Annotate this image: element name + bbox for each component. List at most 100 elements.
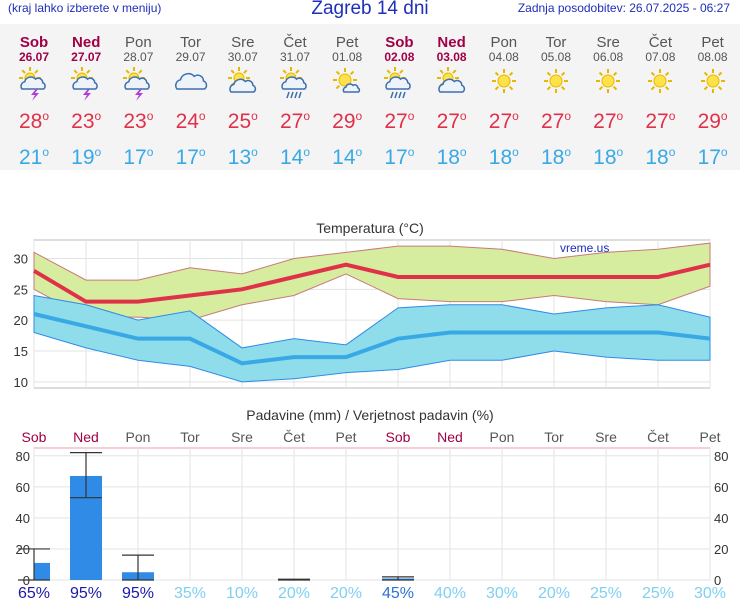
rain-drop xyxy=(286,91,290,99)
day-date: 03.08 xyxy=(436,50,467,64)
cloud-icon xyxy=(174,72,207,90)
cloud-shape xyxy=(437,78,465,93)
rain-drop xyxy=(394,91,399,99)
day-name: Sre xyxy=(596,34,620,51)
sun-ray xyxy=(399,69,404,74)
min-temp: 18o xyxy=(593,145,624,169)
precip-probability: 45% xyxy=(382,585,414,600)
day-axis-label: Sob xyxy=(386,429,411,445)
max-temp: 25o xyxy=(227,109,258,133)
day-date: 28.07 xyxy=(123,50,154,64)
y-tick-label: 25 xyxy=(14,282,28,297)
day-forecast: Sre 06.08 27o 18o xyxy=(582,24,634,170)
y-tick-label-left: 80 xyxy=(16,449,30,464)
sun-ray xyxy=(546,71,552,77)
day-name: Tor xyxy=(545,34,567,51)
sun-cloud-storm-icon xyxy=(71,67,99,101)
sun-ray xyxy=(560,85,566,91)
day-name: Pon xyxy=(125,34,152,51)
sun-ray xyxy=(717,85,722,91)
day-date: 26.07 xyxy=(18,50,50,64)
max-temp: 27o xyxy=(593,109,624,133)
sun-disc xyxy=(601,74,615,88)
cloud-shape xyxy=(72,76,99,90)
sun-ray xyxy=(508,71,513,77)
sun-ray xyxy=(665,71,670,77)
sun-ray xyxy=(703,85,708,91)
min-temp: 17o xyxy=(175,145,206,169)
min-temp: 18o xyxy=(540,145,572,169)
min-temp: 14o xyxy=(332,145,363,169)
sun-cloud-storm-icon xyxy=(19,67,46,101)
day-date: 31.07 xyxy=(279,50,311,64)
top-bar: (kraj lahko izberete v meniju) Zagreb 14… xyxy=(0,0,740,22)
max-temp: 27o xyxy=(540,109,572,133)
min-temp: 18o xyxy=(645,145,676,169)
sun-cloud-rain-icon xyxy=(384,67,412,99)
sun-ray xyxy=(73,69,78,74)
y-tick-label: 15 xyxy=(14,344,28,359)
rain-drop xyxy=(390,91,395,99)
sun-ray xyxy=(386,69,392,74)
min-temp: 19o xyxy=(71,145,102,169)
day-name: Sob xyxy=(19,34,49,51)
lightning-bolt xyxy=(135,89,144,101)
day-date: 05.08 xyxy=(540,50,572,64)
day-axis-label: Čet xyxy=(647,429,669,445)
sun-ray xyxy=(125,69,131,74)
last-updated: Zadnja posodobitev: 26.07.2025 - 06:27 xyxy=(517,1,730,15)
precip-probability: 10% xyxy=(226,585,258,600)
max-temp: 23o xyxy=(71,109,102,133)
sun-icon xyxy=(648,69,673,93)
precip-probability: 20% xyxy=(538,585,570,600)
y-tick-label-right: 20 xyxy=(714,542,728,557)
day-axis-label: Sob xyxy=(22,429,47,445)
page-title: Zagreb 14 dni xyxy=(311,0,429,19)
sun-ray xyxy=(282,69,287,74)
precip-bar xyxy=(34,562,50,580)
precip-probability: 25% xyxy=(642,585,674,600)
day-axis-label: Tor xyxy=(180,429,200,445)
day-forecast: Tor 29.07 24o 17o xyxy=(165,24,217,170)
day-axis-label: Sre xyxy=(595,429,617,445)
y-tick-label-right: 60 xyxy=(714,480,728,495)
day-name: Pet xyxy=(701,34,724,51)
sun-cloud-storm-icon xyxy=(71,67,99,101)
day-axis-label: Čet xyxy=(283,429,305,445)
day-axis-label: Ned xyxy=(437,429,463,445)
cloud-shape xyxy=(229,78,256,93)
day-date: 27.07 xyxy=(71,50,102,64)
sun-disc xyxy=(338,73,352,87)
sun-ray xyxy=(350,70,355,76)
plot-area xyxy=(33,447,711,581)
sun-icon xyxy=(544,69,568,93)
max-temp: 27o xyxy=(488,109,519,133)
max-temp: 27o xyxy=(436,109,467,133)
day-forecast: Sob 02.08 27o 17o xyxy=(373,24,425,170)
location-hint: (kraj lahko izberete v meniju) xyxy=(8,1,162,15)
max-temp: 29o xyxy=(332,109,363,133)
sun-cloud-rain-icon xyxy=(384,67,412,99)
day-name: Pet xyxy=(335,34,359,51)
sun-ray xyxy=(335,70,341,76)
sun-small-cloud-icon xyxy=(333,68,361,93)
cloud-shape xyxy=(174,72,207,90)
sun-ray xyxy=(651,85,656,91)
sun-ray xyxy=(494,71,499,77)
precip-probability: 30% xyxy=(486,585,518,600)
precip-probability: 40% xyxy=(434,585,466,600)
day-axis-label: Sre xyxy=(231,429,253,445)
sun-ray xyxy=(613,71,618,77)
day-date: 04.08 xyxy=(488,50,519,64)
y-tick-label: 20 xyxy=(14,313,28,328)
day-axis-label: Pet xyxy=(699,429,720,445)
day-forecast: Sre 30.07 25o 13o xyxy=(217,24,269,170)
sun-ray xyxy=(598,71,604,77)
watermark: vreme.us xyxy=(560,241,609,255)
sun-ray xyxy=(138,69,143,74)
sun-ray xyxy=(295,69,300,74)
day-date: 01.08 xyxy=(332,50,363,64)
min-temp: 18o xyxy=(436,145,467,169)
precip-probability: 65% xyxy=(18,585,50,600)
day-date: 02.08 xyxy=(384,50,415,64)
